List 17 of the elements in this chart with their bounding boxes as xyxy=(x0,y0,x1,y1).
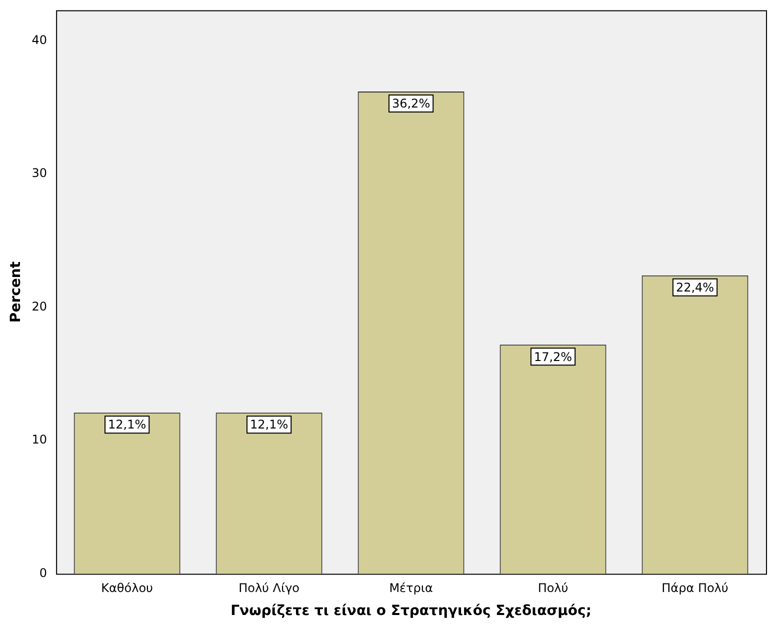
y-tick-label: 10 xyxy=(32,432,48,447)
data-label: 22,4% xyxy=(676,280,714,294)
data-label: 12,1% xyxy=(108,418,146,432)
x-tick-label: Μέτρια xyxy=(389,581,433,596)
data-label: 12,1% xyxy=(250,418,288,432)
data-label: 36,2% xyxy=(392,96,430,111)
x-tick-label: Καθόλου xyxy=(101,581,154,596)
y-tick-label: 0 xyxy=(39,566,48,580)
y-tick-label: 30 xyxy=(32,166,48,180)
x-tick-label: Πολύ xyxy=(538,581,568,596)
y-axis-title: Percent xyxy=(8,261,24,323)
data-label: 17,2% xyxy=(534,350,572,364)
y-tick-label: 20 xyxy=(32,299,48,314)
x-tick-label: Πολύ Λίγο xyxy=(238,581,300,596)
x-axis-title: Γνωρίζετε τι είναι ο Στρατηγικός Σχεδιασμός; xyxy=(230,603,592,620)
x-tick-label: Πάρα Πολύ xyxy=(662,581,728,596)
y-tick-label: 40 xyxy=(32,32,48,47)
